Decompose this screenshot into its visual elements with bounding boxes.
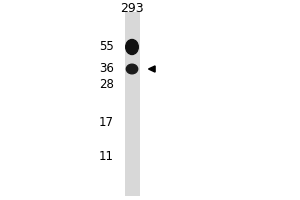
Ellipse shape <box>126 64 138 74</box>
Text: 17: 17 <box>99 116 114 129</box>
Text: 11: 11 <box>99 150 114 162</box>
Text: 293: 293 <box>120 2 144 16</box>
Text: 28: 28 <box>99 78 114 90</box>
Bar <box>124 12 140 196</box>
Polygon shape <box>148 66 155 72</box>
Text: 36: 36 <box>99 62 114 75</box>
Ellipse shape <box>126 40 138 54</box>
Text: 55: 55 <box>99 40 114 53</box>
